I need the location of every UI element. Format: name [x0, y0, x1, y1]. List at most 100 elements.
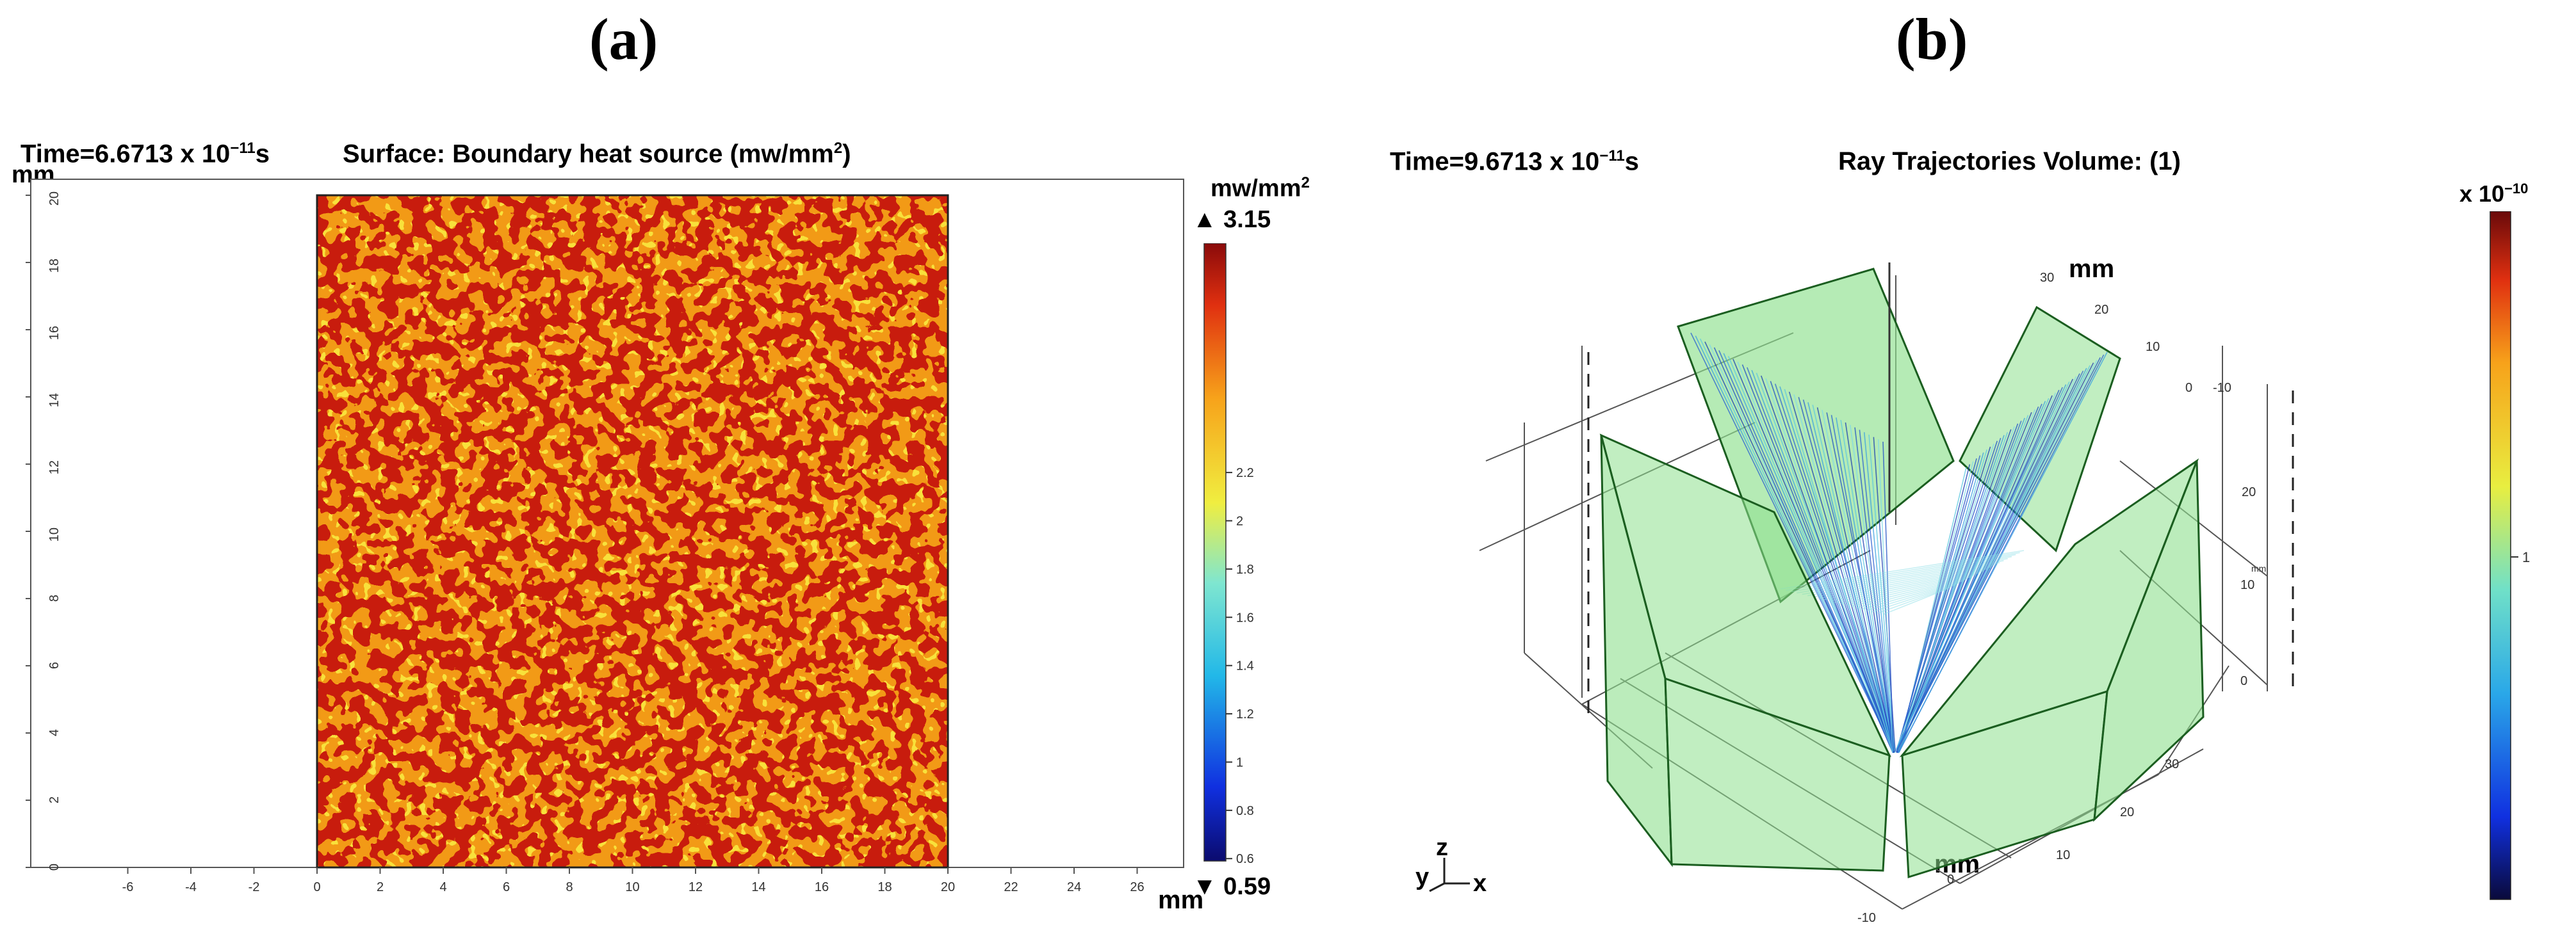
ray-trajectories — [1690, 332, 2108, 753]
y-tick-label: 12 — [47, 460, 61, 474]
x-tick-label: -2 — [249, 880, 260, 894]
ray-line — [1830, 415, 1893, 751]
colorbar-a: 0.6 0.8 1 1.2 1.4 1.6 1.8 2 2.2 — [1203, 243, 1254, 866]
colorbar-b-mid-label: 1 — [2522, 549, 2530, 565]
b-tick-right: 10 — [2240, 578, 2254, 592]
colorbar-tick-label: 1.4 — [1236, 659, 1254, 673]
ray-line — [1896, 412, 2032, 753]
b-tick-top: 10 — [2146, 340, 2160, 354]
b-tick-right: 0 — [2240, 674, 2247, 688]
b-tick-front-left: 0 — [1947, 873, 1954, 887]
b-tick-front-left: -10 — [1857, 911, 1876, 925]
y-tick-label: 0 — [47, 864, 61, 871]
colorbar-b-exp: x 10−10 — [2459, 181, 2529, 207]
panel-a-x-ticks: -6 -4 -2 0 2 4 6 8 10 12 14 16 18 20 22 24 26 — [122, 867, 1145, 894]
ray-line — [1747, 367, 1895, 753]
b-tick-right: 20 — [2242, 485, 2256, 499]
axis-triad — [1429, 858, 1470, 892]
dashed-guides — [1587, 352, 2294, 717]
ray-line — [1797, 556, 2012, 594]
colorbar-tick-label: 0.8 — [1236, 804, 1254, 818]
triad-z-label: z — [1436, 834, 1448, 861]
colorbar-tick-label: 2 — [1236, 514, 1243, 528]
ray-line — [1784, 389, 1893, 753]
y-tick-label: 6 — [47, 662, 61, 669]
b-tick-front-right: 20 — [2120, 805, 2134, 819]
panel-b-time: Time=9.6713 x 10−11s — [1390, 147, 1639, 176]
b-tick-top: 20 — [2094, 303, 2108, 317]
colorbar-a-gradient — [1203, 243, 1227, 862]
panel-a-plot: -6 -4 -2 0 2 4 6 8 10 12 14 16 18 20 22 24 26 0246810121… — [26, 179, 1184, 894]
ray-line — [1877, 586, 1952, 614]
ray-line — [1761, 375, 1893, 750]
x-tick-label: 8 — [566, 880, 573, 894]
y-tick-label: 10 — [47, 527, 61, 542]
ray-line — [1718, 350, 1894, 753]
y-tick-label: 14 — [47, 393, 61, 407]
ray-line — [1713, 347, 1893, 753]
x-tick-label: 18 — [877, 880, 892, 894]
colorbar-tick-label: 0.6 — [1236, 852, 1254, 866]
x-tick-label: 26 — [1130, 880, 1144, 894]
colorbar-tick-label: 1.2 — [1236, 707, 1254, 721]
x-tick-label: 0 — [313, 880, 320, 894]
b-tick-front-right: 30 — [2165, 757, 2179, 771]
ray-line — [1765, 378, 1894, 751]
x-tick-label: 2 — [377, 880, 384, 894]
ray-line — [1896, 440, 1998, 751]
y-tick-label: 2 — [47, 796, 61, 803]
panel-a-time: Time=6.6713 x 10−11s — [20, 140, 270, 168]
colorbar-a-max: ▲ 3.15 — [1193, 206, 1271, 233]
ray-line — [1866, 582, 1960, 611]
ray-line — [1751, 369, 1895, 753]
colorbar-tick-label: 1.8 — [1236, 563, 1254, 577]
ray-line — [1807, 560, 2004, 597]
ray-line — [1840, 419, 1895, 752]
ray-line — [1788, 391, 1894, 750]
x-tick-label: 10 — [625, 880, 639, 894]
ray-line — [1834, 570, 1984, 603]
ray-line — [1839, 572, 1980, 604]
colorbar-tick-label: 2.2 — [1236, 466, 1254, 480]
ray-line — [1818, 564, 1996, 599]
colorbar-b: 1 — [2490, 211, 2530, 900]
x-tick-label: 12 — [689, 880, 703, 894]
ray-line — [1898, 351, 2108, 753]
panel-b-title: Ray Trajectories Volume: (1) — [1838, 147, 2181, 175]
ray-line — [1861, 580, 1964, 610]
x-tick-label: 4 — [439, 880, 446, 894]
ray-line — [1829, 568, 1988, 602]
panel-b-unit-top: mm — [2069, 255, 2115, 283]
x-tick-label: 16 — [815, 880, 829, 894]
ray-line — [1807, 402, 1893, 752]
ray-line — [1896, 426, 2015, 750]
panel-a-x-unit: mm — [1158, 886, 1204, 914]
colorbar-a-ticks: 0.6 0.8 1 1.2 1.4 1.6 1.8 2 2.2 — [1226, 466, 1254, 866]
ray-line — [1741, 364, 1894, 752]
b-tick-top: 30 — [2040, 271, 2054, 285]
x-tick-label: 14 — [751, 880, 765, 894]
ray-line — [1791, 554, 2016, 592]
triad-y-label: y — [1415, 864, 1429, 890]
y-tick-label: 18 — [47, 259, 61, 273]
ray-line — [1845, 574, 1976, 606]
panel-b-3d-view: 30 20 10 0 -10 20 10 0 30 20 10 0 -10 y z x — [1415, 262, 2294, 925]
y-tick-label: 8 — [47, 595, 61, 602]
ray-line — [1774, 383, 1895, 752]
y-tick-label: 20 — [47, 191, 61, 205]
colorbar-tick-label: 1 — [1236, 755, 1243, 769]
ray-line — [1855, 578, 1968, 609]
panel-b-label: (b) — [1896, 6, 1968, 72]
x-tick-label: -6 — [122, 880, 134, 894]
ray-line — [1737, 361, 1893, 752]
panel-a-title: Surface: Boundary heat source (mw/mm2) — [343, 140, 851, 168]
ray-line — [1836, 417, 1894, 752]
colorbar-tick-label: 1.6 — [1236, 611, 1254, 625]
ray-line — [1882, 588, 1948, 615]
b-tick-top: 0 — [2185, 381, 2192, 395]
ray-line — [1850, 576, 1972, 608]
y-tick-label: 16 — [47, 326, 61, 340]
ray-line — [1786, 552, 2020, 591]
colorbar-a-unit: mw/mm2 — [1211, 174, 1310, 202]
ray-line — [1816, 407, 1895, 753]
